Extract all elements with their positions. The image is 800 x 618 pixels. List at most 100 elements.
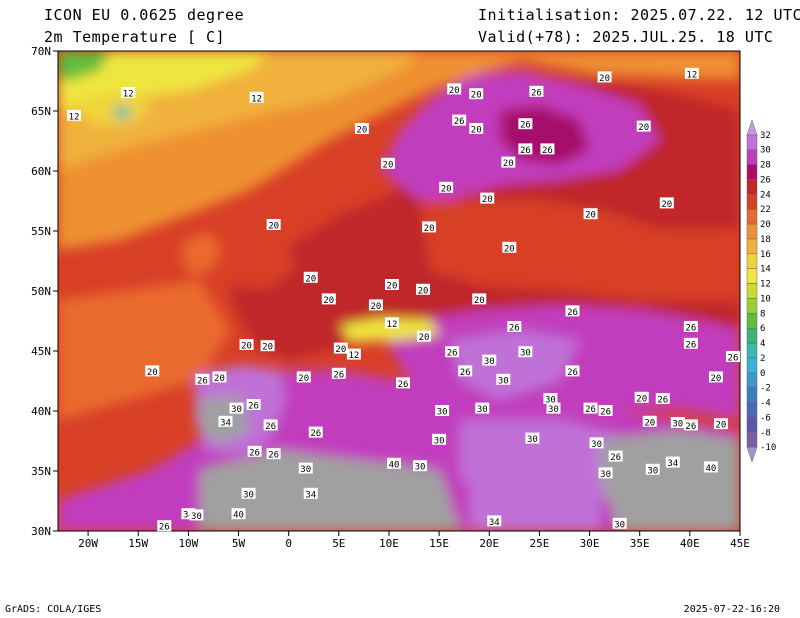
france xyxy=(240,280,380,360)
lon-tick-label: 15E xyxy=(429,537,449,550)
init-time: Initialisation: 2025.07.22. 12 UTC xyxy=(478,6,800,24)
lon-tick-label: 5W xyxy=(232,537,246,550)
contour-value: 30 xyxy=(548,405,559,415)
contour-value: 30 xyxy=(614,520,625,530)
contour-value: 26 xyxy=(520,146,531,156)
model-title: ICON EU 0.0625 degree xyxy=(44,6,245,24)
contour-label: 20 xyxy=(708,371,723,384)
contour-value: 26 xyxy=(531,88,542,98)
lon-tick-label: 10E xyxy=(379,537,399,550)
contour-label: 26 xyxy=(308,426,323,439)
contour-label: 30 xyxy=(496,373,511,386)
contour-value: 30 xyxy=(527,435,538,445)
contour-label: 34 xyxy=(487,515,502,528)
contour-label: 20 xyxy=(384,279,399,292)
lon-tick-label: 0 xyxy=(285,537,292,550)
contour-value: 30 xyxy=(600,470,611,480)
lon-tick-label: 20W xyxy=(78,537,98,550)
contour-label: 30 xyxy=(525,432,540,445)
colorbar-swatch xyxy=(746,223,758,240)
contour-label: 30 xyxy=(413,460,428,473)
contour-value: 40 xyxy=(389,460,400,470)
valid-time: Valid(+78): 2025.JUL.25. 18 UTC xyxy=(478,28,774,46)
colorbar-swatch xyxy=(746,417,758,433)
contour-label: 30 xyxy=(612,517,627,530)
lon-tick-label: 35E xyxy=(630,537,650,550)
contour-value: 26 xyxy=(567,368,578,378)
contour-value: 20 xyxy=(644,418,655,428)
contour-label: 26 xyxy=(396,377,411,390)
contour-value: 40 xyxy=(233,511,244,521)
contour-value: 12 xyxy=(387,320,398,330)
colorbar-level: 10 xyxy=(760,294,771,304)
colorbar-level: 12 xyxy=(760,280,771,290)
colorbar-swatch xyxy=(746,372,758,388)
lat-tick-label: 35N xyxy=(31,465,51,478)
lat-tick-label: 45N xyxy=(31,345,51,358)
lon-tick-label: 15W xyxy=(128,537,148,550)
contour-label: 26 xyxy=(655,393,670,406)
lat-tick-label: 60N xyxy=(31,165,51,178)
contour-label: 30 xyxy=(241,487,256,500)
contour-label: 40 xyxy=(231,508,246,521)
contour-label: 34 xyxy=(303,487,318,500)
contour-label: 30 xyxy=(435,405,450,418)
contour-value: 20 xyxy=(482,195,493,205)
contour-label: 30 xyxy=(229,402,244,415)
contour-value: 20 xyxy=(147,368,158,378)
contour-value: 20 xyxy=(214,374,225,384)
contour-labels: 20 20 26 20 20 26 20 26 20 26 26 20 20 20 20 20 20 20 20 20… xyxy=(67,67,740,533)
contour-label: 26 xyxy=(195,373,210,386)
contour-value: 30 xyxy=(672,420,683,430)
contour-label: 20 xyxy=(239,339,254,352)
contour-value: 26 xyxy=(542,146,553,156)
contour-value: 20 xyxy=(268,222,279,232)
contour-value: 34 xyxy=(220,418,231,428)
variable-title: 2m Temperature [ C] xyxy=(44,28,226,46)
contour-value: 20 xyxy=(441,184,452,194)
lat-tick-label: 40N xyxy=(31,405,51,418)
contour-label: 20 xyxy=(145,365,160,378)
contour-label: 26 xyxy=(683,337,698,350)
colorbar-swatch xyxy=(746,387,758,403)
contour-label: 20 xyxy=(303,271,318,284)
contour-label: 30 xyxy=(589,437,604,450)
contour-value: 30 xyxy=(498,376,509,386)
contour-value: 26 xyxy=(265,422,276,432)
contour-label: 26 xyxy=(157,520,172,533)
contour-value: 26 xyxy=(685,340,696,350)
contour-value: 20 xyxy=(638,123,649,133)
lat-tick-label: 30N xyxy=(31,525,51,538)
colorbar-level: -10 xyxy=(760,443,776,453)
lat-tick-label: 55N xyxy=(31,225,51,238)
contour-value: 20 xyxy=(474,296,485,306)
contour-value: 34 xyxy=(667,459,678,469)
contour-value: 26 xyxy=(610,453,621,463)
contour-label: 34 xyxy=(181,508,196,521)
contour-value: 26 xyxy=(520,121,531,131)
colorbar-swatch xyxy=(746,327,758,344)
contour-value: 20 xyxy=(585,211,596,221)
contour-value: 34 xyxy=(183,511,194,521)
contour-value: 30 xyxy=(231,405,242,415)
contour-label: 40 xyxy=(386,457,401,470)
contour-value: 30 xyxy=(520,349,531,359)
contour-label: 20 xyxy=(266,219,281,232)
contour-label: 26 xyxy=(725,351,740,364)
contour-label: 20 xyxy=(439,181,454,194)
colorbar-level: -6 xyxy=(760,413,771,423)
contour-label: 20 xyxy=(422,221,437,234)
contour-label: 34 xyxy=(218,415,233,428)
lon-tick-label: 30E xyxy=(580,537,600,550)
contour-label: 26 xyxy=(266,448,281,461)
contour-value: 20 xyxy=(262,343,273,353)
contour-value: 26 xyxy=(728,354,739,364)
contour-label: 30 xyxy=(546,402,561,415)
lat-tick-label: 70N xyxy=(31,45,51,58)
contour-value: 20 xyxy=(241,342,252,352)
russia-plain xyxy=(420,200,740,300)
contour-label: 20 xyxy=(634,391,649,404)
grads-credit: GrADS: COLA/IGES xyxy=(5,604,102,615)
lon-tick-label: 5E xyxy=(332,537,345,550)
contour-label: 26 xyxy=(565,365,580,378)
